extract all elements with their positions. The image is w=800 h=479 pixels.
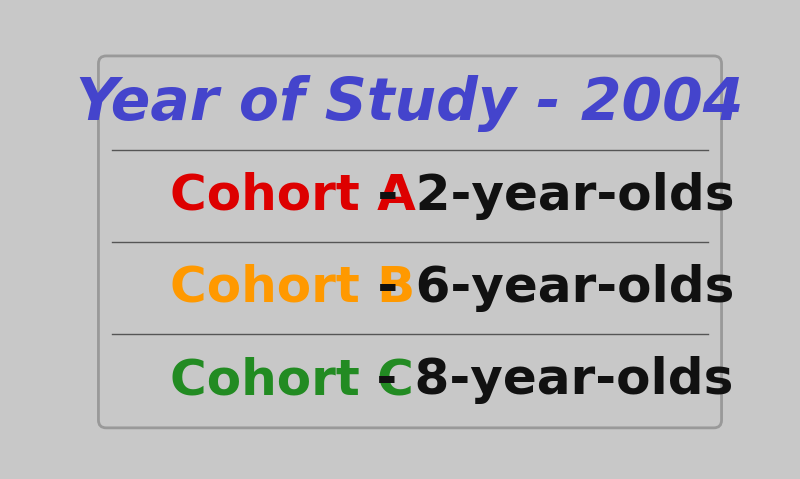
Text: Year of Study - 2004: Year of Study - 2004	[76, 75, 744, 132]
Text: Cohort A: Cohort A	[170, 172, 415, 220]
Text: Cohort B: Cohort B	[170, 264, 415, 312]
Text: Cohort C: Cohort C	[170, 356, 414, 404]
Text: - 2-year-olds: - 2-year-olds	[360, 172, 734, 220]
Text: - 8-year-olds: - 8-year-olds	[359, 356, 734, 404]
Text: - 6-year-olds: - 6-year-olds	[360, 264, 734, 312]
FancyBboxPatch shape	[98, 56, 722, 428]
